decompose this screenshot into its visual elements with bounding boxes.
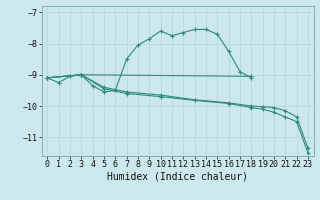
X-axis label: Humidex (Indice chaleur): Humidex (Indice chaleur) bbox=[107, 172, 248, 182]
